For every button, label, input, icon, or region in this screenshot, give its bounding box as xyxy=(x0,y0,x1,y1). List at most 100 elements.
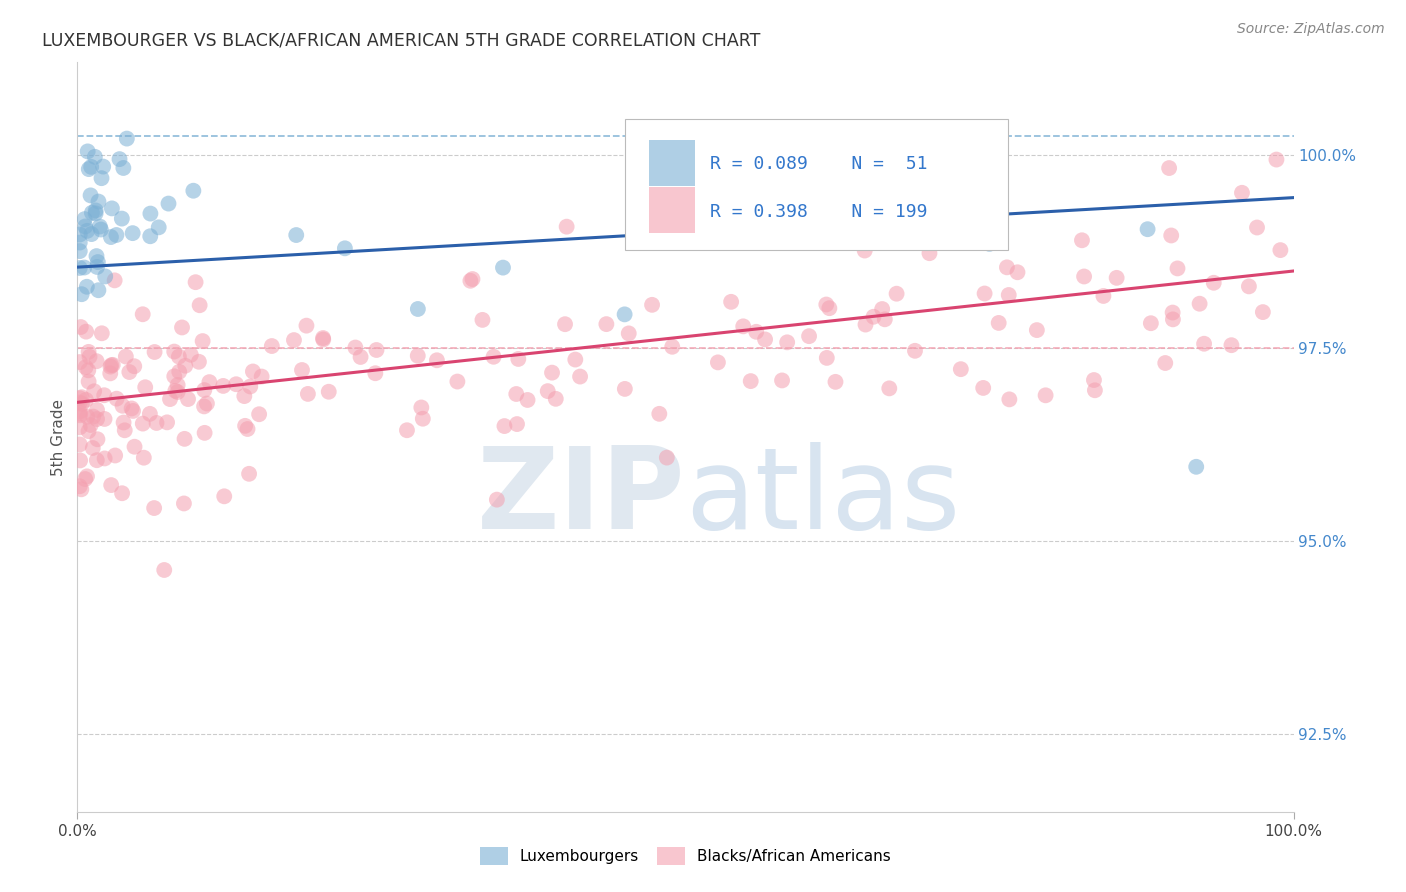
Point xyxy=(100,358,122,372)
Text: Source: ZipAtlas.com: Source: ZipAtlas.com xyxy=(1237,22,1385,37)
Point xyxy=(114,423,136,437)
Point xyxy=(979,198,1001,212)
Point xyxy=(364,366,387,380)
Point xyxy=(813,219,835,234)
Point xyxy=(617,326,640,341)
Point xyxy=(312,331,335,345)
Point xyxy=(79,350,101,364)
Point xyxy=(173,496,195,510)
Point xyxy=(776,335,799,350)
Point xyxy=(972,381,994,395)
Point xyxy=(124,440,146,454)
Point xyxy=(145,416,167,430)
Point xyxy=(1230,186,1253,200)
Point xyxy=(174,359,197,373)
Point xyxy=(83,150,105,164)
Point xyxy=(108,152,131,166)
Point xyxy=(1192,336,1215,351)
Point xyxy=(69,407,91,421)
Point xyxy=(77,424,100,438)
Point xyxy=(77,363,100,377)
Point xyxy=(979,236,1001,251)
Point xyxy=(159,392,181,406)
Point xyxy=(75,325,97,339)
Point xyxy=(93,388,115,402)
FancyBboxPatch shape xyxy=(624,119,1008,250)
Point xyxy=(104,273,127,287)
Point xyxy=(86,432,108,446)
Point xyxy=(1007,265,1029,279)
Point xyxy=(177,392,200,406)
Point xyxy=(193,400,215,414)
Point xyxy=(187,355,209,369)
Point xyxy=(238,467,260,481)
Point xyxy=(70,397,93,411)
Point xyxy=(86,260,108,274)
Point xyxy=(111,211,134,226)
Point xyxy=(111,486,134,500)
Point xyxy=(87,194,110,209)
Text: ZIP: ZIP xyxy=(477,442,686,552)
Point xyxy=(1251,305,1274,319)
Point xyxy=(613,382,636,396)
Point xyxy=(111,399,134,413)
Point xyxy=(973,286,995,301)
Point xyxy=(212,379,235,393)
Point xyxy=(139,229,162,244)
Point xyxy=(75,472,97,486)
Point xyxy=(86,354,108,368)
Point xyxy=(82,441,104,455)
Point xyxy=(508,351,530,366)
Point xyxy=(461,272,484,286)
Point xyxy=(69,409,91,423)
Point xyxy=(1073,269,1095,284)
Point xyxy=(641,298,664,312)
Point xyxy=(1202,276,1225,290)
Point xyxy=(83,384,105,399)
Point xyxy=(156,415,179,429)
Point xyxy=(904,343,927,358)
Point xyxy=(1140,316,1163,330)
Text: R = 0.398    N = 199: R = 0.398 N = 199 xyxy=(710,203,927,221)
Point xyxy=(167,350,190,364)
Point xyxy=(824,375,846,389)
Point xyxy=(1160,228,1182,243)
Point xyxy=(426,353,449,368)
Point xyxy=(471,313,494,327)
Point xyxy=(987,316,1010,330)
Point xyxy=(949,362,972,376)
Point xyxy=(595,317,617,331)
Point xyxy=(1237,279,1260,293)
Point xyxy=(183,184,205,198)
Point xyxy=(233,418,256,433)
Point xyxy=(75,360,97,375)
Point xyxy=(1084,384,1107,398)
Point xyxy=(485,492,508,507)
Point xyxy=(720,294,742,309)
Point xyxy=(173,432,195,446)
Point xyxy=(492,260,515,275)
Point xyxy=(1035,388,1057,402)
Point xyxy=(69,437,91,451)
Point xyxy=(84,206,107,220)
Point xyxy=(70,390,93,404)
Point xyxy=(112,161,135,175)
Point xyxy=(1246,220,1268,235)
Point xyxy=(148,220,170,235)
Point xyxy=(76,409,98,424)
Point xyxy=(1136,222,1159,236)
Point xyxy=(90,222,112,236)
Point xyxy=(77,344,100,359)
Point xyxy=(569,369,592,384)
Point xyxy=(544,392,567,406)
Text: R = 0.089    N =  51: R = 0.089 N = 51 xyxy=(710,154,927,172)
Point xyxy=(505,387,527,401)
Point xyxy=(855,318,877,332)
Point xyxy=(1161,305,1184,319)
Point xyxy=(100,230,122,244)
Point xyxy=(236,422,259,436)
Point xyxy=(77,162,100,177)
Point xyxy=(494,419,516,434)
Point xyxy=(121,226,143,240)
Point xyxy=(1270,243,1292,257)
